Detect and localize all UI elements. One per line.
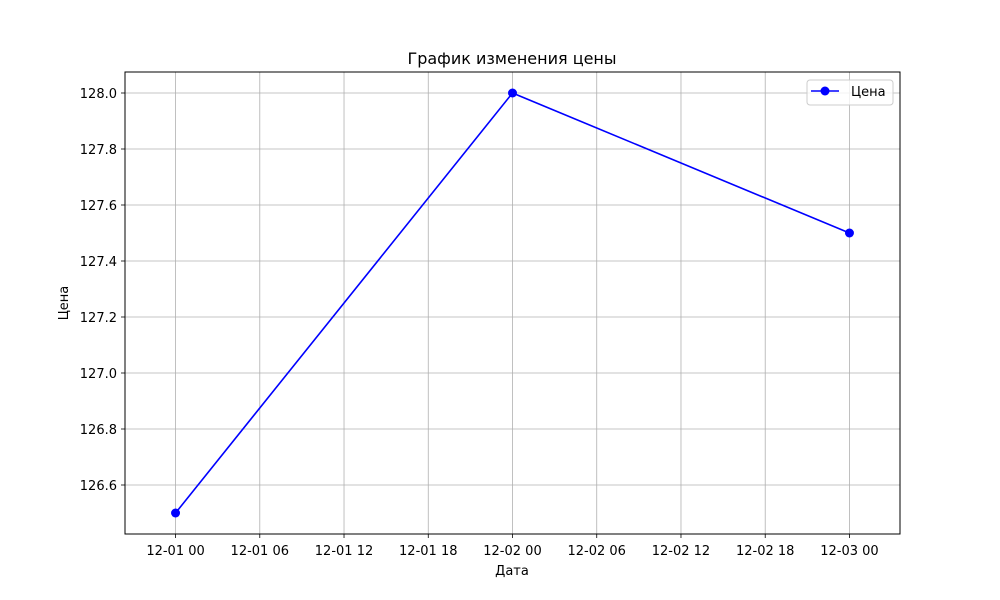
y-tick-label: 126.6 — [80, 479, 117, 494]
x-tick-label: 12-01 06 — [231, 544, 289, 559]
x-tick-label: 12-02 18 — [736, 544, 794, 559]
y-tick-label: 127.0 — [80, 367, 117, 382]
y-tick-label: 127.8 — [80, 143, 117, 158]
x-tick-label: 12-01 12 — [315, 544, 373, 559]
x-axis-label: Дата — [495, 564, 529, 579]
legend-entry-label: Цена — [851, 85, 886, 100]
x-tick-label: 12-02 12 — [652, 544, 710, 559]
legend-marker — [820, 86, 830, 96]
y-tick-label: 128.0 — [80, 87, 117, 102]
legend: Цена — [806, 79, 894, 106]
data-point — [844, 228, 854, 238]
x-tick-label: 12-02 00 — [483, 544, 541, 559]
series-layer — [171, 88, 854, 518]
y-tick-label: 127.2 — [80, 311, 117, 326]
data-point — [508, 88, 517, 98]
x-tick-label: 12-01 18 — [399, 544, 457, 559]
y-tick-label: 127.4 — [80, 255, 117, 270]
chart-title: График изменения цены — [407, 49, 616, 68]
x-tick-label: 12-03 00 — [820, 544, 878, 559]
grid — [125, 72, 900, 534]
x-axis-ticks: 12-01 00 12-01 06 12-01 12 12-01 18 12-02 00… — [146, 534, 879, 559]
data-point — [171, 508, 181, 518]
x-tick-label: 12-01 00 — [146, 544, 204, 559]
y-axis-ticks: 126.6 126.8 127.0 127.2 127.4 127.6 127.8 128.0 — [80, 87, 125, 494]
x-tick-label: 12-02 06 — [568, 544, 626, 559]
y-tick-label: 127.6 — [80, 199, 117, 214]
y-tick-label: 126.8 — [80, 423, 117, 438]
y-axis-label: Цена — [57, 286, 72, 321]
legend-box — [806, 79, 894, 106]
